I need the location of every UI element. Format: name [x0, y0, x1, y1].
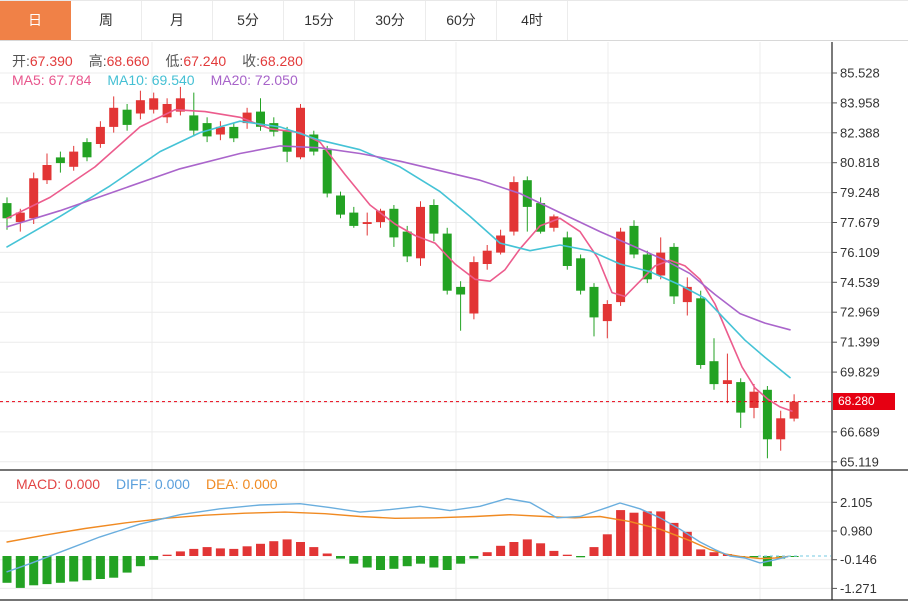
svg-text:71.399: 71.399	[840, 335, 880, 350]
legend-label: 开:	[12, 53, 30, 69]
tab-period-0[interactable]: 日	[0, 1, 71, 40]
tab-period-7[interactable]: 4时	[497, 1, 568, 40]
svg-text:85.528: 85.528	[840, 66, 880, 81]
svg-text:-0.146: -0.146	[840, 552, 877, 567]
legend-label: 收:	[242, 53, 261, 69]
ohlc-row-item-3: 收:68.280	[242, 53, 303, 69]
tab-period-4[interactable]: 15分	[284, 1, 355, 40]
ma-row-item-0: MA5: 67.784	[12, 72, 92, 88]
svg-text:69.829: 69.829	[840, 365, 880, 380]
period-tabbar: 日周月 5分 15分 30分 60分 4时	[0, 0, 908, 41]
svg-text:82.388: 82.388	[840, 125, 880, 140]
macd-row-item-1: DIFF: 0.000	[116, 476, 190, 492]
tab-period-3[interactable]: 5分	[213, 1, 284, 40]
legend-value: 68.660	[106, 53, 150, 69]
svg-text:2.105: 2.105	[840, 495, 873, 510]
macd-row-item-0: MACD: 0.000	[16, 476, 101, 492]
svg-text:72.969: 72.969	[840, 305, 880, 320]
svg-text:65.119: 65.119	[840, 454, 879, 469]
legend-value: 67.240	[183, 53, 227, 69]
legend-value: 68.280	[260, 53, 303, 69]
svg-text:76.109: 76.109	[840, 245, 880, 260]
ohlc-row-item-1: 高:68.660	[89, 53, 150, 69]
tab-period-5[interactable]: 30分	[355, 1, 426, 40]
ma-legend: MA5: 67.784 MA10: 69.540 MA20: 72.050	[12, 72, 314, 88]
legend-label: 低:	[165, 53, 184, 69]
svg-text:80.818: 80.818	[840, 155, 880, 170]
ma-row-item-2: MA20: 72.050	[210, 72, 298, 88]
legend-label: 高:	[88, 53, 107, 69]
svg-text:66.689: 66.689	[840, 424, 880, 439]
svg-text:74.539: 74.539	[840, 275, 880, 290]
ohlc-row-item-2: 低:67.240	[165, 53, 226, 69]
tab-period-6[interactable]: 60分	[426, 1, 497, 40]
svg-text:-1.271: -1.271	[840, 581, 877, 596]
ohlc-legend: 开:67.390 高:68.660 低:67.240 收:68.280	[12, 51, 319, 71]
macd-row-item-2: DEA: 0.000	[205, 476, 278, 492]
legend-value: 67.390	[29, 53, 73, 69]
macd-legend: MACD: 0.000 DIFF: 0.000 DEA: 0.000	[16, 476, 294, 492]
svg-text:77.679: 77.679	[840, 215, 880, 230]
ohlc-row-item-0: 开:67.390	[12, 53, 73, 69]
current-price-badge: 68.280	[833, 393, 895, 410]
svg-text:79.248: 79.248	[840, 185, 880, 200]
ma-row-item-1: MA10: 69.540	[107, 72, 195, 88]
tab-period-2[interactable]: 月	[142, 1, 213, 40]
svg-text:83.958: 83.958	[840, 95, 880, 110]
svg-text:0.980: 0.980	[840, 524, 873, 539]
tab-period-1[interactable]: 周	[71, 1, 142, 40]
